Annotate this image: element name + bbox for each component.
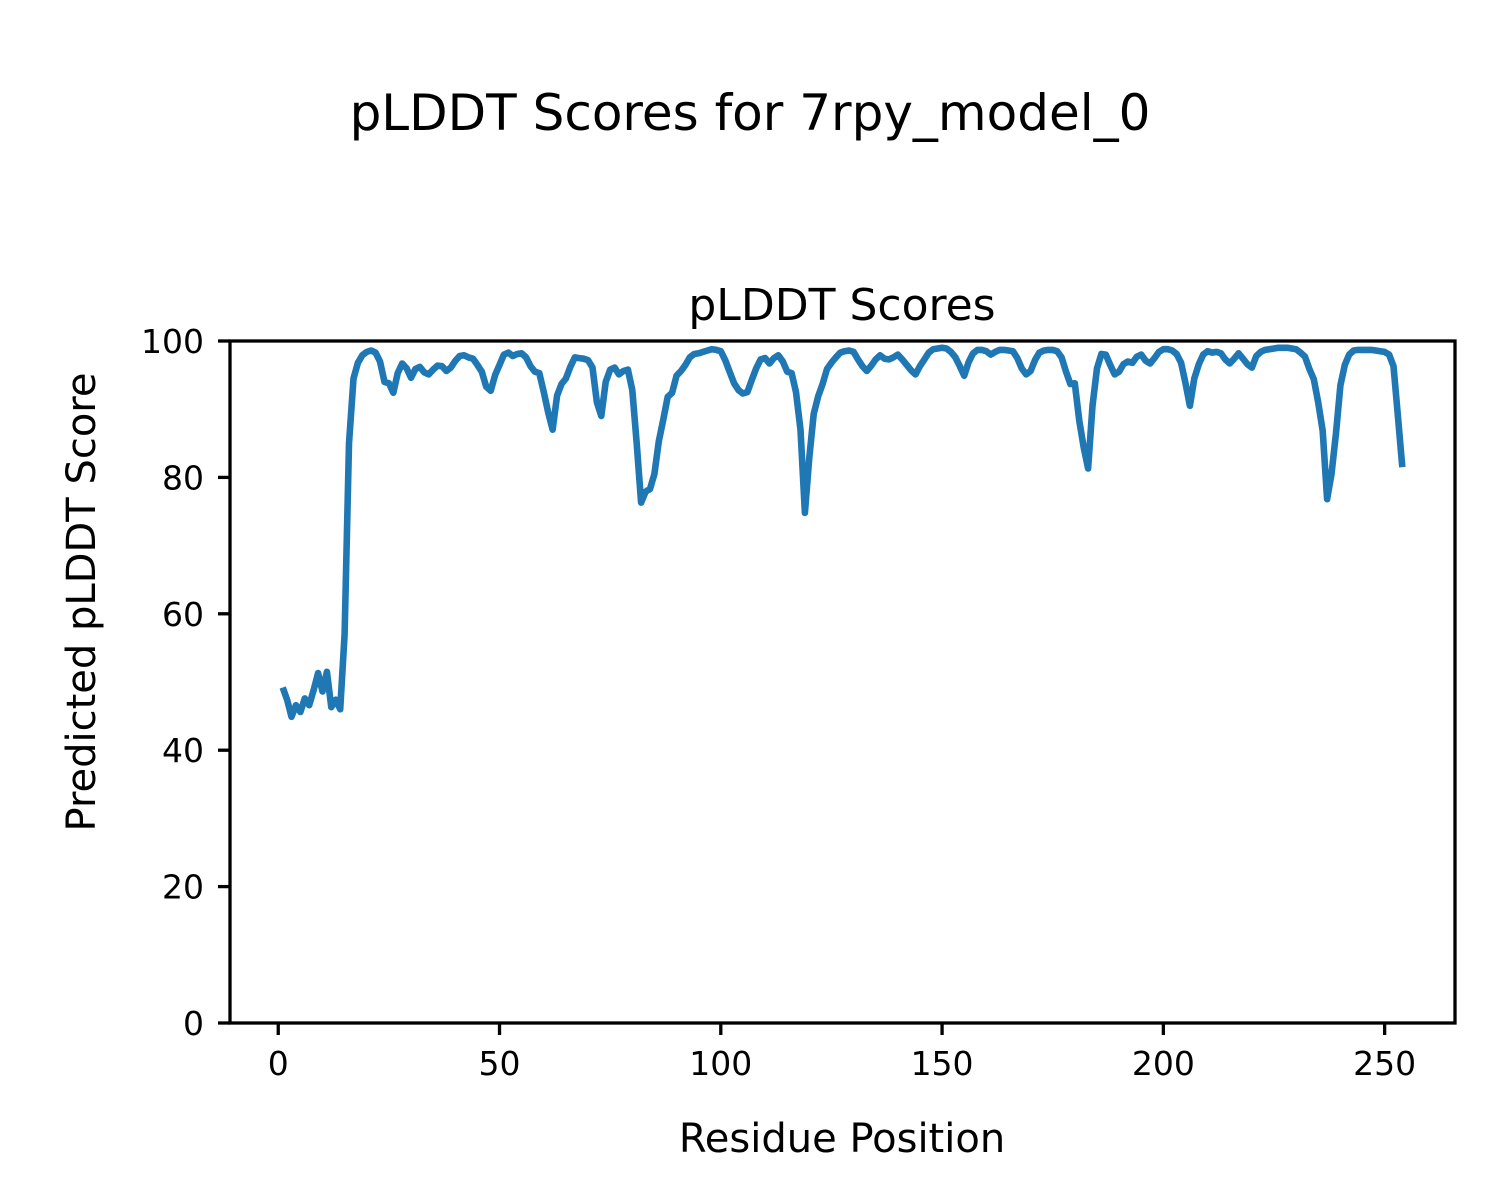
y-axis-label: Predicted pLDDT Score bbox=[59, 373, 105, 832]
x-tick-label: 150 bbox=[911, 1044, 974, 1083]
y-tick-label: 20 bbox=[162, 868, 204, 907]
x-tick-label: 200 bbox=[1132, 1044, 1195, 1083]
x-tick-label: 250 bbox=[1353, 1044, 1416, 1083]
y-tick-label: 100 bbox=[141, 322, 204, 361]
x-axis-ticks: 0 50 100 150 200 250 bbox=[268, 1023, 1416, 1083]
y-axis-ticks: 0 20 40 60 80 100 bbox=[141, 322, 230, 1043]
x-axis-label: Residue Position bbox=[679, 1116, 1005, 1162]
y-tick-label: 0 bbox=[183, 1004, 204, 1043]
y-tick-label: 60 bbox=[162, 595, 204, 634]
y-tick-label: 80 bbox=[162, 458, 204, 497]
y-tick-label: 40 bbox=[162, 731, 204, 770]
x-tick-label: 0 bbox=[268, 1044, 289, 1083]
x-tick-label: 100 bbox=[689, 1044, 752, 1083]
x-tick-label: 50 bbox=[479, 1044, 521, 1083]
axes-spines bbox=[228, 339, 1457, 1025]
axes-title: pLDDT Scores bbox=[688, 280, 995, 331]
figure-title: pLDDT Scores for 7rpy_model_0 bbox=[350, 84, 1151, 142]
plddt-line bbox=[279, 344, 1406, 721]
